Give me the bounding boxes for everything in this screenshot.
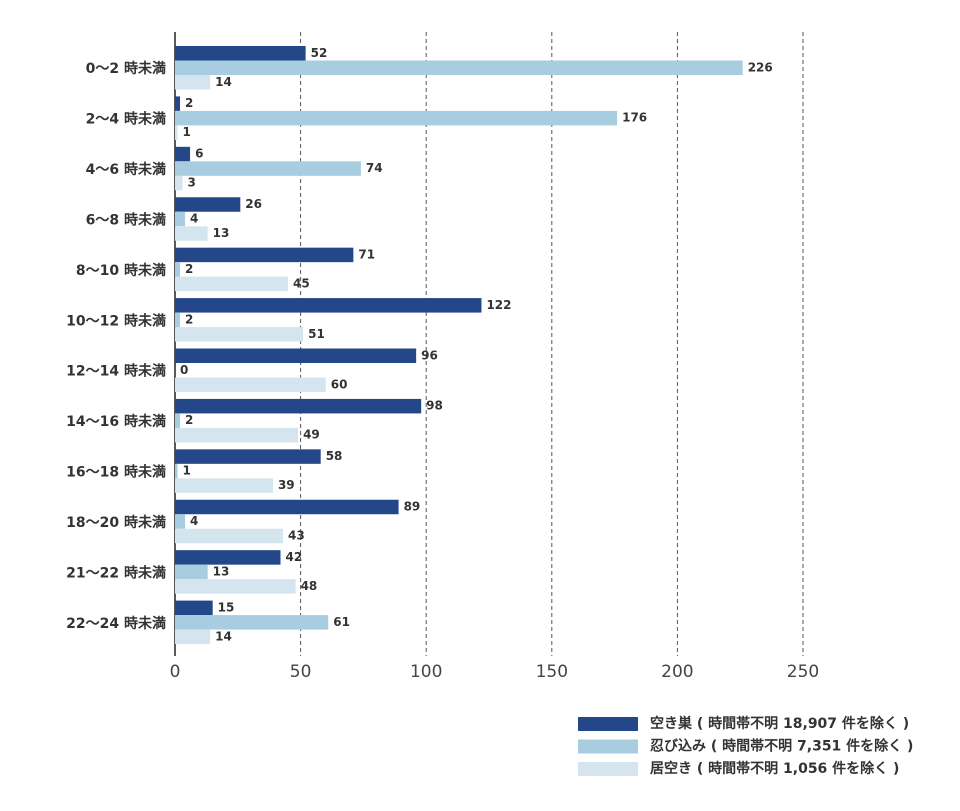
bar [175,413,181,428]
bar [175,615,329,630]
value-label: 89 [404,500,421,514]
y-tick-label: 22～24 時未満 [66,615,166,632]
y-tick-label: 4～6 時未満 [86,161,166,178]
legend-swatch [578,739,638,754]
bar [175,96,181,111]
legend-label: 忍び込み ( 時間帯不明 7,351 件を除く ) [650,738,913,755]
value-label: 2 [185,312,193,326]
value-label: 2 [185,96,193,110]
bar [175,478,273,493]
value-label: 58 [326,449,343,463]
bar [175,528,284,544]
bar [175,247,354,263]
bar [175,211,186,227]
bar [175,60,743,75]
bar [175,298,482,313]
value-label: 226 [748,60,773,74]
y-tick-label: 10～12 時未満 [66,312,166,329]
bar [175,46,306,61]
y-tick-label: 8～10 時未満 [76,262,166,279]
value-label: 45 [293,276,310,290]
value-label: 52 [311,46,328,60]
y-tick-label: 2～4 時未満 [86,111,166,128]
y-tick-label: 14～16 時未満 [66,413,166,430]
bar [175,226,208,241]
bar [175,629,211,645]
y-tick-label: 21～22 時未満 [66,564,166,581]
legend-label: 空き巣 ( 時間帯不明 18,907 件を除く ) [650,715,909,732]
bar [175,146,191,162]
y-tick-label: 0～2 時未満 [86,60,166,77]
bar [175,348,417,363]
value-label: 2 [185,262,193,276]
value-label: 15 [218,600,235,614]
value-label: 71 [358,247,375,261]
bar [175,125,178,140]
bar [175,514,186,529]
bar [175,579,296,594]
value-label: 122 [486,298,511,312]
legend-swatch [578,717,638,731]
value-label: 4 [190,212,198,226]
value-label: 1 [183,464,191,478]
value-label: 13 [213,564,230,578]
bar [175,312,181,328]
bar [175,499,399,515]
legend-swatch [578,762,638,776]
x-tick-label: 100 [410,662,442,682]
value-label: 6 [195,147,203,161]
bar [175,110,618,126]
y-tick-label: 16～18 時未満 [66,464,166,481]
value-label: 13 [213,226,230,240]
value-label: 3 [188,176,196,190]
value-label: 98 [426,399,443,413]
bar [175,449,321,464]
bar [175,327,304,342]
value-label: 39 [278,478,295,492]
value-label: 43 [288,529,305,543]
value-label: 51 [308,327,325,341]
value-label: 26 [245,197,262,211]
y-tick-label: 6～8 時未満 [86,211,166,228]
value-label: 42 [286,550,303,564]
value-label: 48 [301,579,318,593]
bar [175,398,422,414]
value-label: 74 [366,161,383,175]
value-label: 96 [421,348,438,362]
bar [175,550,281,565]
bar [175,427,299,443]
bar [175,564,208,580]
bar [175,600,213,616]
value-label: 14 [215,629,232,643]
x-tick-label: 0 [170,662,181,682]
y-tick-label: 18～20 時未満 [66,514,166,531]
x-tick-label: 250 [787,662,819,682]
bar [175,197,241,212]
value-label: 0 [180,363,188,377]
value-label: 14 [215,75,232,89]
value-label: 2 [185,413,193,427]
legend-label: 居空き ( 時間帯不明 1,056 件を除く ) [650,760,899,777]
x-tick-label: 50 [290,662,312,682]
y-tick-label: 12～14 時未満 [66,363,166,380]
bar [175,463,178,479]
bar [175,377,326,392]
bar [175,276,289,292]
value-label: 60 [331,377,348,391]
value-label: 4 [190,514,198,528]
value-label: 61 [333,615,350,629]
value-label: 176 [622,111,647,125]
bar [175,262,181,277]
value-label: 1 [183,125,191,139]
bar [175,161,361,176]
x-tick-label: 200 [661,662,693,682]
value-label: 49 [303,428,320,442]
bar [175,75,211,90]
bar [175,175,183,191]
x-tick-label: 150 [536,662,568,682]
